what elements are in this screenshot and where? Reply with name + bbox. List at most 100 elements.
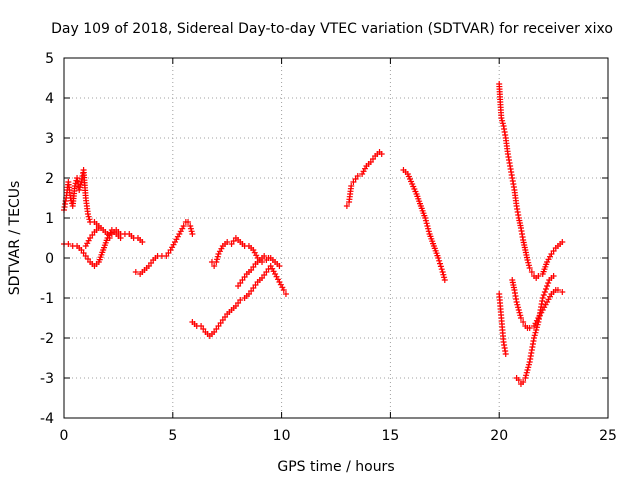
series-arc-8 (343, 149, 385, 209)
series-arc-7 (235, 253, 272, 289)
data-point-interp (437, 263, 444, 270)
series-arc-4 (132, 219, 196, 277)
data-point (280, 287, 287, 293)
data-point (224, 239, 231, 245)
data-point (515, 307, 522, 313)
data-point-interp (77, 181, 84, 188)
data-point (132, 269, 139, 275)
data-point (550, 273, 557, 279)
y-tick-label: 0 (45, 251, 54, 267)
x-tick-label: 20 (490, 428, 508, 444)
data-point (185, 219, 192, 225)
data-point-interp (440, 271, 447, 278)
series-arc-1 (61, 167, 146, 245)
data-point-interp (499, 117, 506, 124)
data-point (422, 215, 429, 221)
data-point (544, 283, 551, 289)
data-point (524, 367, 531, 373)
data-point-interp (516, 309, 523, 316)
data-point (522, 375, 529, 381)
data-point (520, 319, 527, 325)
series-arc-5 (189, 263, 289, 339)
data-point-interp (436, 257, 443, 264)
series-arc-2 (61, 227, 124, 269)
x-tick-label: 25 (599, 428, 617, 444)
plot-frame (63, 57, 609, 419)
data-point (535, 273, 542, 279)
data-point-interp (545, 280, 552, 286)
data-point (71, 183, 78, 189)
data-point-interp (425, 228, 432, 235)
data-point (559, 239, 566, 245)
data-point (211, 263, 218, 269)
data-point (348, 183, 355, 189)
data-point (213, 259, 220, 265)
y-tick-label: -2 (40, 331, 54, 347)
data-point (378, 151, 385, 157)
data-point-interp (523, 372, 530, 379)
y-tick-label: 3 (45, 131, 54, 147)
y-tick-label: 1 (45, 211, 54, 227)
series-arc-10 (496, 81, 566, 281)
data-point (95, 225, 102, 231)
y-tick-label: 5 (45, 51, 54, 67)
series-arc-6 (208, 235, 283, 269)
data-point (65, 241, 72, 247)
y-tick-label: 4 (45, 91, 54, 107)
data-point-interp (525, 364, 532, 371)
data-point-interp (188, 228, 195, 235)
data-point (554, 287, 561, 293)
data-point-interp (441, 274, 448, 281)
series-arc-9 (400, 167, 448, 283)
data-point-interp (531, 332, 538, 339)
data-point-interp (187, 225, 194, 232)
data-point (517, 315, 524, 321)
y-axis-label: SDTVAR / TECUs (7, 181, 23, 296)
data-point-interp (214, 253, 221, 260)
data-point (343, 203, 350, 209)
data-point-interp (438, 266, 445, 273)
data-point-interp (85, 213, 92, 220)
points-layer (61, 81, 566, 387)
data-point (498, 115, 505, 121)
data-point (439, 269, 446, 275)
data-point-interp (86, 216, 93, 223)
data-point (526, 265, 533, 271)
data-point (441, 277, 448, 283)
x-tick-label: 0 (60, 428, 69, 444)
grid-layer (64, 58, 608, 418)
x-tick-label: 5 (168, 428, 177, 444)
y-tick-label: -3 (40, 371, 54, 387)
data-point (265, 255, 272, 261)
data-point (541, 289, 548, 295)
data-point-interp (523, 369, 530, 376)
series-arc-11 (496, 291, 509, 357)
data-point-interp (525, 361, 532, 368)
data-point-interp (425, 225, 432, 232)
data-point (526, 325, 533, 331)
data-point-interp (437, 260, 444, 267)
x-axis-label: GPS time / hours (277, 459, 394, 475)
series-arc-12 (513, 273, 557, 387)
chart-title: Day 109 of 2018, Sidereal Day-to-day VTE… (51, 21, 613, 37)
data-point (237, 297, 244, 303)
data-point (435, 255, 442, 261)
ticks-layer: 0 5 10 15 20 25 -4 -3 -2 -1 0 1 2 3 4 5 (40, 51, 617, 444)
y-tick-label: -4 (40, 411, 54, 427)
data-point (520, 379, 527, 385)
data-point (559, 289, 566, 295)
data-point (76, 187, 83, 193)
data-point-interp (515, 304, 522, 311)
data-point (276, 263, 283, 269)
data-point (524, 257, 531, 263)
data-point (84, 211, 91, 217)
data-point (531, 335, 538, 341)
data-point-interp (76, 184, 83, 191)
data-point (354, 173, 361, 179)
data-point (528, 269, 535, 275)
data-point (187, 223, 194, 229)
data-point-interp (542, 286, 549, 292)
data-point-interp (424, 223, 431, 229)
